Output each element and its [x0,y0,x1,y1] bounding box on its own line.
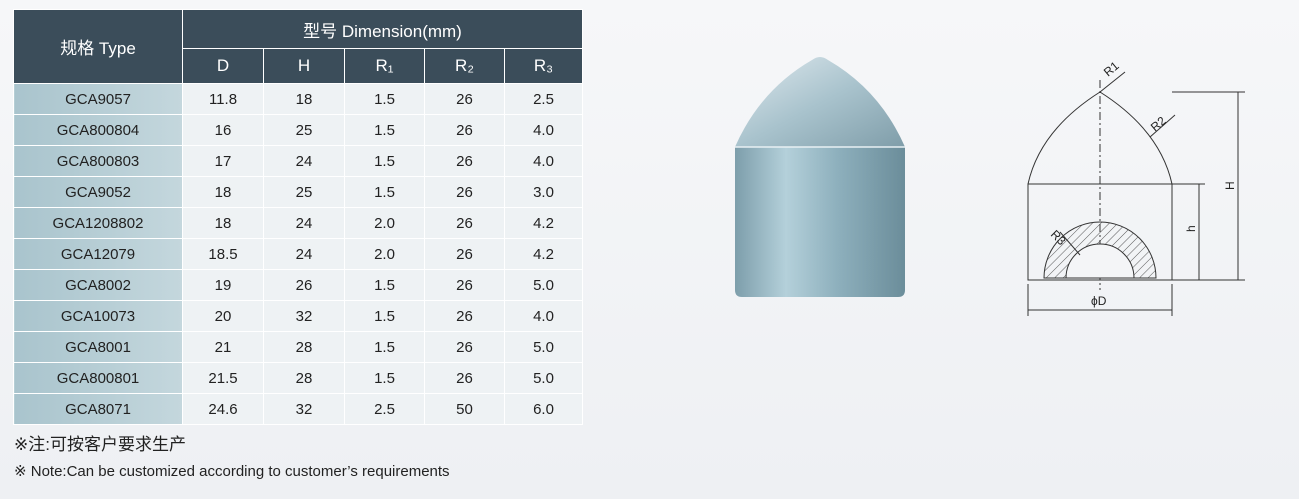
cell: 4.0 [504,114,583,146]
type-cell: GCA12079 [13,238,183,270]
cell: 28 [263,362,345,394]
cell: 26 [263,269,345,301]
cell: 5.0 [504,362,583,394]
cell: 18 [182,207,264,239]
technical-drawing [1027,71,1245,316]
cell: 24.6 [182,393,264,425]
cell: 24 [263,145,345,177]
label-r1: R1 [1101,59,1122,80]
table-row: GCA8071 24.6 32 2.5 50 6.0 [13,393,583,425]
type-cell: GCA9052 [13,176,183,208]
column-header: R₁ [344,48,425,84]
cell: 19 [182,269,264,301]
table-row: GCA1208802 18 24 2.0 26 4.2 [13,207,583,239]
cell: 2.0 [344,207,425,239]
cell: 18 [263,83,345,115]
table-row: GCA10073 20 32 1.5 26 4.0 [13,300,583,332]
cell: 26 [424,238,505,270]
column-header: R₂ [424,48,505,84]
cell: 1.5 [344,362,425,394]
label-h-total: H [1223,181,1237,190]
type-cell: GCA800804 [13,114,183,146]
type-header: 规格 Type [13,9,183,84]
cell: 4.2 [504,207,583,239]
cell: 16 [182,114,264,146]
cell: 26 [424,114,505,146]
cell: 1.5 [344,176,425,208]
type-cell: GCA8001 [13,331,183,363]
cell: 21 [182,331,264,363]
type-cell: GCA800801 [13,362,183,394]
cell: 26 [424,300,505,332]
cell: 2.5 [504,83,583,115]
cell: 21.5 [182,362,264,394]
cell: 26 [424,269,505,301]
label-r2: R2 [1148,114,1169,135]
column-header: R₃ [504,48,583,84]
cell: 24 [263,207,345,239]
cell: 26 [424,145,505,177]
table-row: GCA9057 11.8 18 1.5 26 2.5 [13,83,583,115]
type-cell: GCA8071 [13,393,183,425]
spec-table: 规格 Type 型号 Dimension(mm) D H R₁ R₂ R₃ GCA905… [13,9,583,425]
note-cn: ※注:可按客户要求生产 [14,435,186,454]
cell: 1.5 [344,145,425,177]
cell: 28 [263,331,345,363]
group-header: 型号 Dimension(mm) [182,9,583,49]
cell: 18 [182,176,264,208]
table-row: GCA9052 18 25 1.5 26 3.0 [13,176,583,208]
type-cell: GCA9057 [13,83,183,115]
type-cell: GCA1208802 [13,207,183,239]
table-row: GCA800804 16 25 1.5 26 4.0 [13,114,583,146]
cell: 26 [424,176,505,208]
cell: 32 [263,393,345,425]
label-h-body: h [1184,225,1198,232]
cell: 20 [182,300,264,332]
cell: 11.8 [182,83,264,115]
cell: 6.0 [504,393,583,425]
cell: 3.0 [504,176,583,208]
table-row: GCA8002 19 26 1.5 26 5.0 [13,269,583,301]
label-diameter: ϕD [1091,294,1107,308]
cell: 32 [263,300,345,332]
cell: 1.5 [344,269,425,301]
note-en: ※ Note:Can be customized according to cu… [14,463,450,480]
product-render [735,57,905,297]
cell: 5.0 [504,331,583,363]
cell: 5.0 [504,269,583,301]
type-cell: GCA8002 [13,269,183,301]
cell: 2.0 [344,238,425,270]
table-row: GCA8001 21 28 1.5 26 5.0 [13,331,583,363]
cell: 2.5 [344,393,425,425]
cell: 1.5 [344,83,425,115]
table-row: GCA800803 17 24 1.5 26 4.0 [13,145,583,177]
cell: 50 [424,393,505,425]
table-row: GCA800801 21.5 28 1.5 26 5.0 [13,362,583,394]
type-cell: GCA800803 [13,145,183,177]
cell: 4.0 [504,145,583,177]
cell: 17 [182,145,264,177]
